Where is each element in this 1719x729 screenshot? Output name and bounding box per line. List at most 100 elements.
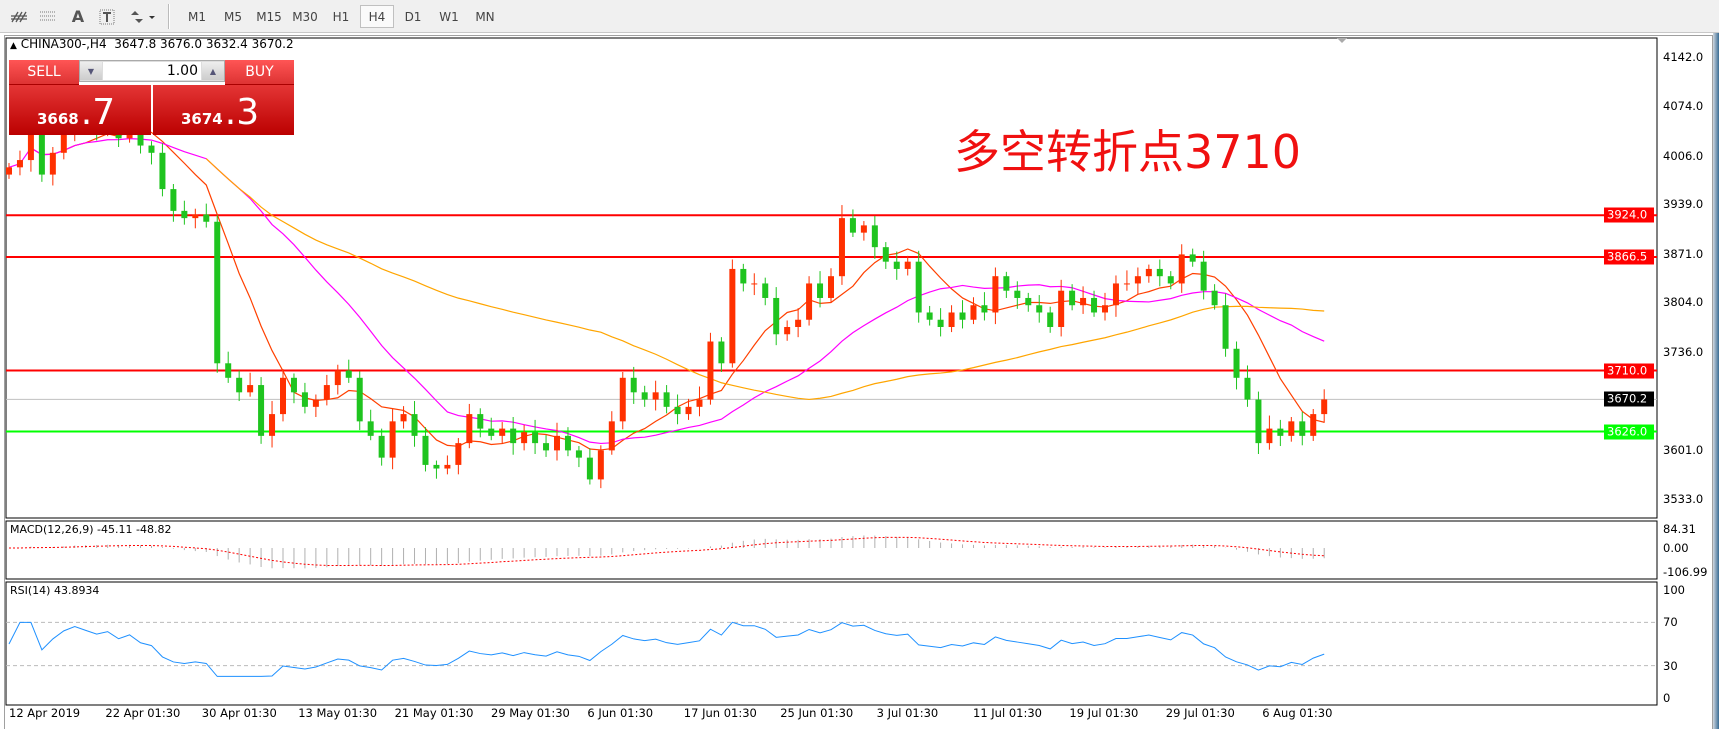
candle-body xyxy=(564,435,571,451)
candle-body xyxy=(27,116,34,161)
candle-body xyxy=(1003,276,1010,291)
candle-body xyxy=(663,392,670,407)
timeframe-h1[interactable]: H1 xyxy=(332,9,350,24)
price-level-tag: 3866.5 xyxy=(1604,249,1654,265)
candle-body xyxy=(159,152,166,190)
candle-body xyxy=(1233,348,1240,378)
rsi-axis-label: 30 xyxy=(1663,658,1678,673)
candle-body xyxy=(674,406,681,415)
candle-body xyxy=(488,428,495,436)
candle-body xyxy=(367,421,374,436)
collapse-triangle-icon[interactable]: ▲ xyxy=(10,41,17,51)
candle-body xyxy=(312,399,319,407)
candle-body xyxy=(838,218,845,277)
candle-body xyxy=(323,385,330,400)
date-axis-label: 13 May 01:30 xyxy=(298,706,378,720)
candle-body xyxy=(915,261,922,313)
volume-down-icon[interactable]: ▼ xyxy=(80,62,102,80)
candle-body xyxy=(203,214,210,222)
date-axis-label: 22 Apr 01:30 xyxy=(105,706,181,720)
candle-body xyxy=(1112,283,1119,306)
candle-body xyxy=(16,160,23,168)
candle-body xyxy=(1058,290,1065,327)
candle-body xyxy=(619,377,626,422)
candle-body xyxy=(1200,261,1207,291)
candle-body xyxy=(586,457,593,480)
candle-body xyxy=(334,370,341,386)
buy-button[interactable]: BUY xyxy=(225,60,294,85)
candle-body xyxy=(685,406,692,415)
candle-body xyxy=(521,432,528,444)
timeframe-mn[interactable]: MN xyxy=(475,9,495,24)
candle-body xyxy=(707,341,714,400)
timeframe-m1[interactable]: M1 xyxy=(188,9,206,24)
chart-annotation[interactable]: 多空转折点3710 xyxy=(954,125,1302,179)
candle-body xyxy=(236,377,243,393)
volume-input[interactable] xyxy=(103,62,201,80)
macd-axis-label: 84.31 xyxy=(1663,522,1696,536)
candle-body xyxy=(181,210,188,219)
candle-body xyxy=(773,297,780,335)
candle-body xyxy=(904,261,911,269)
candle-body xyxy=(1277,428,1284,436)
candle-body xyxy=(1255,399,1262,444)
candle-body xyxy=(1134,276,1141,284)
timeframe-w1[interactable]: W1 xyxy=(439,9,459,24)
candle-body xyxy=(1156,268,1163,277)
window-edge xyxy=(1713,33,1719,729)
candle-body xyxy=(860,225,867,233)
candle-body xyxy=(641,392,648,400)
candle-body xyxy=(1123,283,1130,285)
volume-up-icon[interactable]: ▲ xyxy=(202,62,224,80)
ask-price-main: 3674 xyxy=(181,110,223,128)
candle-body xyxy=(718,341,725,364)
date-axis-label: 6 Jun 01:30 xyxy=(587,706,654,720)
candle-body xyxy=(378,435,385,458)
candle-body xyxy=(981,305,988,313)
candle-body xyxy=(1014,290,1021,298)
arrows-dropdown-icon[interactable] xyxy=(126,5,162,28)
sell-price-button[interactable]: 3668 .7 xyxy=(9,85,151,135)
candle-body xyxy=(1069,290,1076,306)
candle-body xyxy=(1266,428,1273,444)
timeframe-h4[interactable]: H4 xyxy=(360,5,394,28)
timeframe-m5[interactable]: M5 xyxy=(224,9,242,24)
candle-body xyxy=(422,435,429,465)
bid-price-main: 3668 xyxy=(37,110,79,128)
chart-shift-icon xyxy=(1337,38,1347,43)
ma-slow-line xyxy=(205,158,1325,401)
text-tool-button[interactable]: A xyxy=(71,7,85,26)
candle-body xyxy=(608,421,615,451)
candle-body xyxy=(871,225,878,248)
candle-body xyxy=(828,276,834,298)
timeframe-m30[interactable]: M30 xyxy=(292,9,318,24)
candle-body xyxy=(1321,399,1328,415)
text-label-icon[interactable] xyxy=(96,5,118,28)
main-panel-frame xyxy=(5,37,1658,519)
buy-price-button[interactable]: 3674 .3 xyxy=(153,85,294,135)
candle-body xyxy=(356,377,363,422)
sell-button[interactable]: SELL xyxy=(9,60,79,85)
candle-body xyxy=(1288,421,1295,436)
candle-body xyxy=(247,385,254,393)
candle-body xyxy=(926,312,933,320)
price-level-tag: 3670.2 xyxy=(1604,391,1654,407)
toolbar-separator xyxy=(168,4,170,29)
period-separators-icon[interactable] xyxy=(36,5,60,28)
candle-body xyxy=(290,377,297,393)
candle-body xyxy=(400,414,407,422)
candle-body xyxy=(214,221,221,364)
candle-body xyxy=(762,283,769,298)
candle-body xyxy=(959,312,966,320)
candle-body xyxy=(225,363,232,378)
timeframe-d1[interactable]: D1 xyxy=(404,9,422,24)
timeframe-m15[interactable]: M15 xyxy=(256,9,282,24)
candle-body xyxy=(1222,305,1229,349)
indicators-icon[interactable] xyxy=(8,5,32,28)
macd-panel-frame xyxy=(5,520,1658,580)
candle-body xyxy=(1102,305,1108,313)
price-axis-label: 3804.0 xyxy=(1663,295,1704,310)
candle-body xyxy=(258,385,265,436)
candle-body xyxy=(49,152,56,175)
